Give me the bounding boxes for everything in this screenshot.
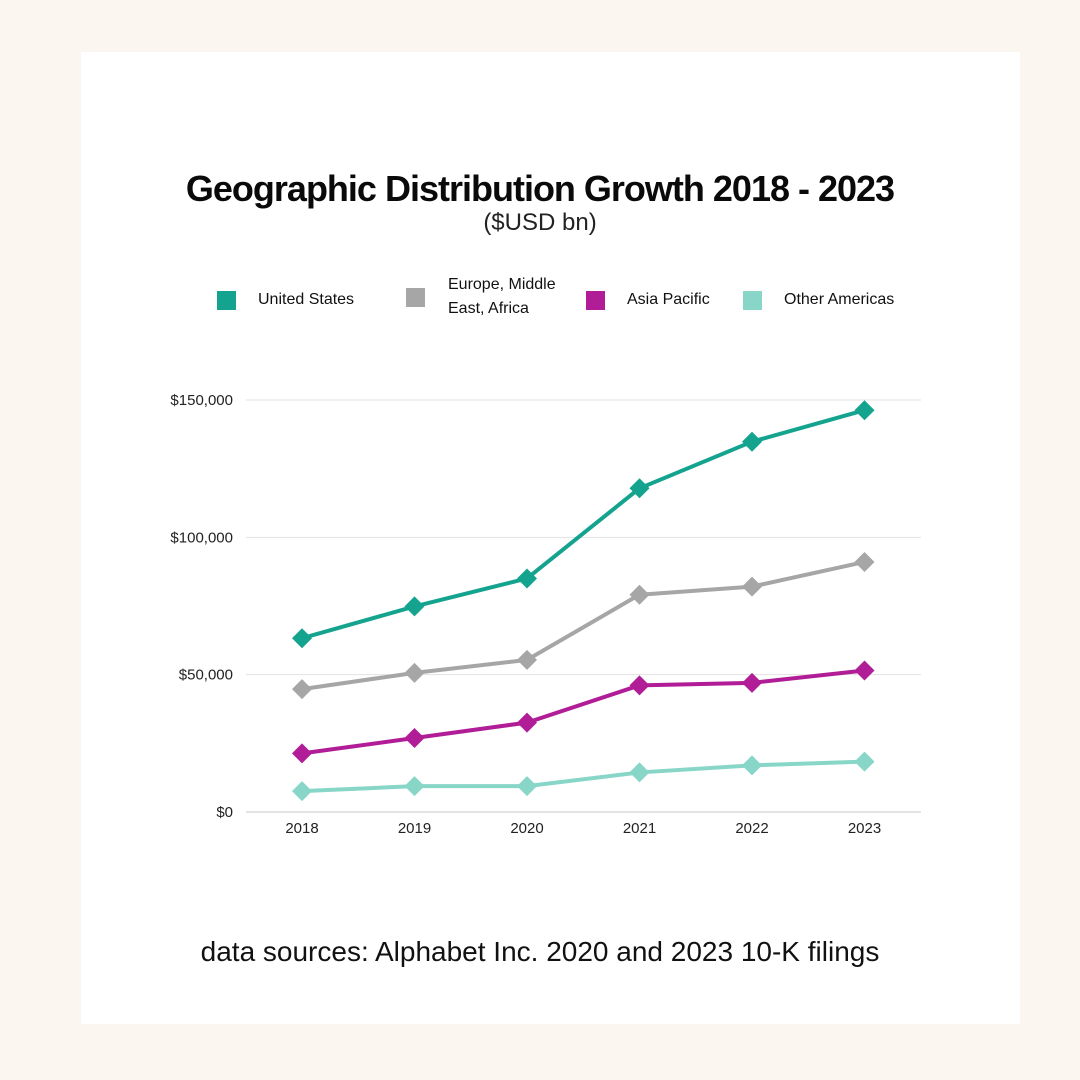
legend-label-emea-line-2: East, Africa [448, 300, 529, 317]
data-point-other-americas [517, 776, 537, 797]
series-line-asia-pacific [300, 668, 867, 756]
data-sources-note: data sources: Alphabet Inc. 2020 and 202… [200, 936, 880, 967]
y-axis-ticks: $0 $50,000 $100,000 $150,000 [170, 392, 233, 821]
x-tick-label: 2018 [285, 820, 318, 837]
y-tick-label: $150,000 [170, 392, 233, 409]
data-point-united-states [517, 568, 537, 589]
legend-item-emea: Europe, Middle East, Africa [406, 273, 556, 321]
y-tick-label: $100,000 [170, 529, 233, 546]
data-point-asia-pacific [629, 675, 650, 696]
chart-subtitle: ($USD bn) [483, 209, 597, 236]
x-tick-label: 2023 [848, 820, 881, 837]
data-point-europe-middle-east-africa [629, 584, 650, 605]
series-europe-middle-east-africa [292, 551, 875, 700]
data-point-asia-pacific [292, 743, 312, 764]
x-tick-label: 2019 [398, 820, 431, 837]
x-tick-label: 2021 [623, 820, 656, 837]
data-point-europe-middle-east-africa [517, 649, 537, 670]
series-line-europe-middle-east-africa [300, 559, 867, 692]
legend-swatch-other-americas [743, 290, 762, 310]
y-tick-label: $50,000 [179, 667, 233, 684]
series-other-americas [292, 751, 875, 802]
legend-label-other-americas: Other Americas [784, 291, 895, 308]
data-point-europe-middle-east-africa [854, 551, 875, 572]
legend-label-emea-line-1: Europe, Middle [448, 276, 556, 293]
legend-item-united-states: United States [217, 288, 354, 312]
chart-title: Geographic Distribution Growth 2018 - 20… [185, 168, 895, 209]
data-point-asia-pacific [517, 712, 537, 733]
data-point-united-states [404, 596, 425, 617]
legend-label-united-states: United States [258, 291, 355, 308]
legend-label-emea: Europe, Middle East, Africa [448, 273, 556, 321]
data-point-asia-pacific [742, 672, 762, 693]
data-point-asia-pacific [854, 660, 875, 681]
x-axis-ticks: 2018 2019 2020 2021 2022 2023 [285, 820, 881, 837]
data-point-united-states [854, 400, 875, 421]
data-point-other-americas [292, 781, 312, 802]
data-point-europe-middle-east-africa [404, 662, 425, 683]
legend-item-asia-pacific: Asia Pacific [586, 288, 710, 312]
data-point-united-states [292, 628, 312, 649]
data-point-other-americas [742, 755, 762, 776]
y-tick-label: $0 [216, 804, 233, 821]
data-point-asia-pacific [404, 728, 425, 749]
series-line-other-americas [300, 759, 867, 794]
series-line-united-states [300, 408, 867, 641]
grid-lines [246, 399, 921, 813]
x-tick-label: 2020 [510, 820, 543, 837]
series-lines [292, 400, 875, 802]
data-point-other-americas [404, 776, 425, 797]
data-point-europe-middle-east-africa [742, 576, 762, 597]
legend-label-asia-pacific: Asia Pacific [627, 291, 710, 308]
data-point-other-americas [854, 751, 875, 772]
data-point-europe-middle-east-africa [292, 679, 312, 700]
x-tick-label: 2022 [735, 820, 768, 837]
legend-swatch-asia-pacific [586, 290, 605, 310]
data-point-united-states [629, 478, 650, 499]
series-united-states [292, 400, 875, 649]
legend-item-other-americas: Other Americas [743, 288, 894, 312]
legend-swatch-emea [406, 287, 425, 307]
data-point-united-states [742, 431, 762, 452]
series-asia-pacific [292, 660, 875, 764]
data-point-other-americas [629, 762, 650, 783]
chart-card [81, 52, 1020, 1024]
legend-swatch-united-states [217, 290, 236, 310]
